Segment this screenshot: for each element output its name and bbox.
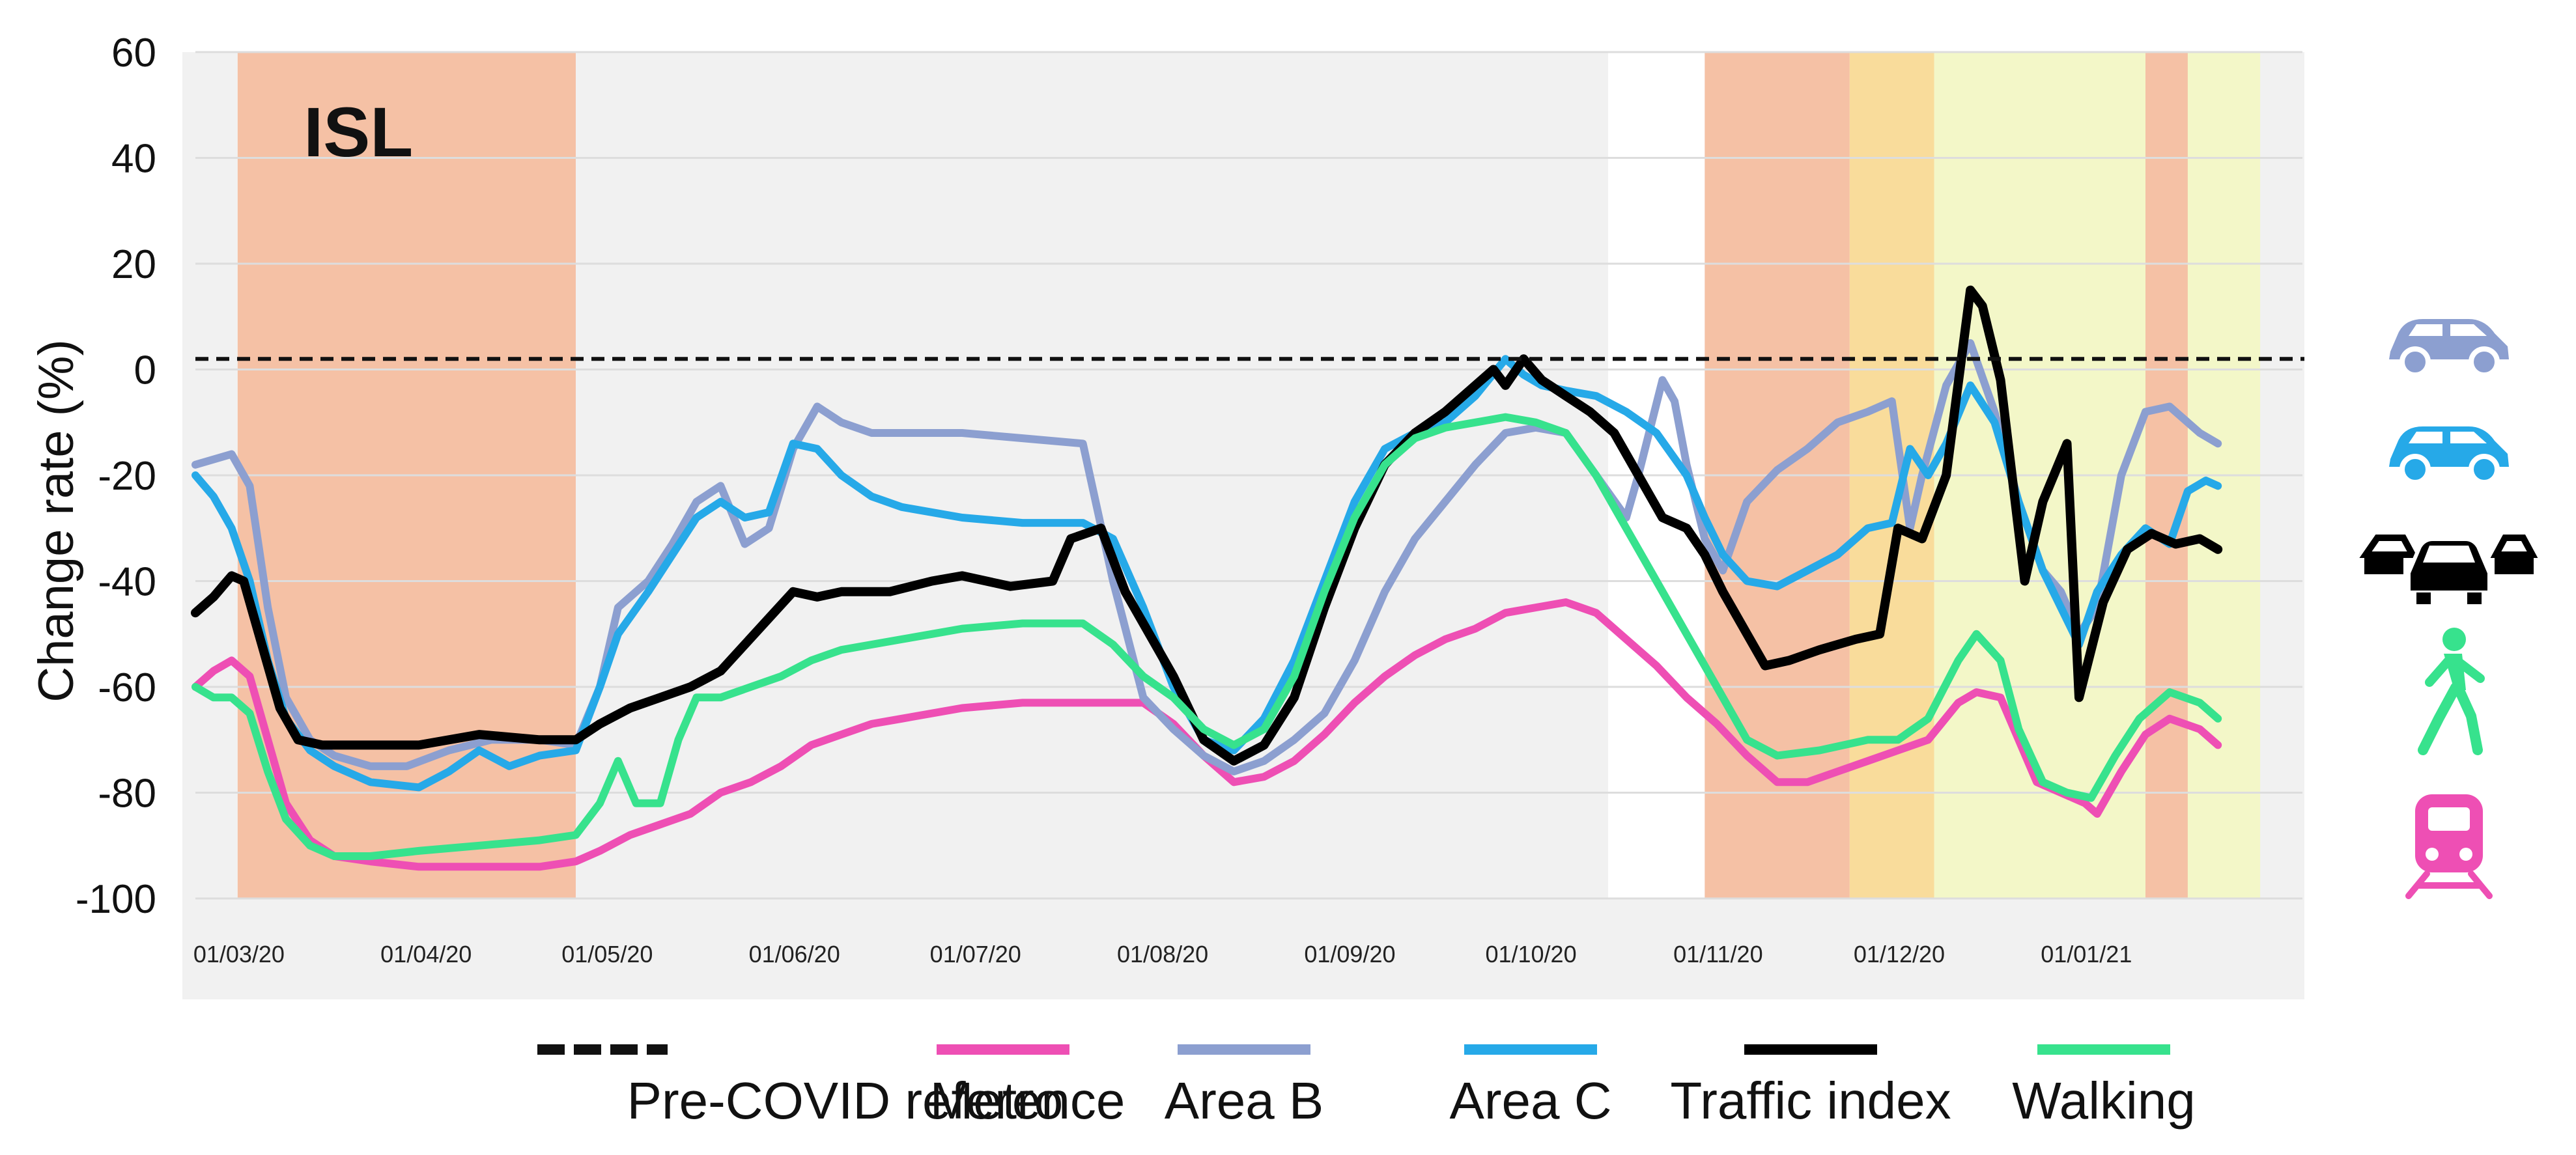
legend-label: Walking: [2012, 1072, 2196, 1130]
x-tick-label: 01/12/20: [1854, 941, 1945, 967]
isl-annotation: ISL: [304, 92, 413, 171]
train-icon: [2405, 794, 2493, 899]
car-icon: [2389, 426, 2509, 485]
car-windows: [2409, 432, 2487, 443]
y-tick-label: 40: [111, 137, 156, 182]
x-tick-label: 01/10/20: [1485, 941, 1576, 967]
walker-legs: [2418, 682, 2483, 755]
front-car-wheel: [2467, 592, 2482, 604]
walking-person-icon: [2418, 628, 2485, 755]
y-axis-label: Change rate (%): [29, 339, 84, 703]
train-window: [2428, 807, 2470, 831]
y-axis-ticks: 60 40 20 0 -20 -40 -60 -80 -100: [76, 31, 156, 922]
walker-arms: [2425, 657, 2485, 687]
legend-label: Area B: [1165, 1072, 1324, 1130]
x-tick-label: 01/11/20: [1673, 941, 1762, 967]
car-windows: [2409, 324, 2487, 336]
walker-head: [2442, 628, 2466, 651]
x-tick-label: 01/07/20: [930, 941, 1021, 967]
gridlines: [195, 51, 2302, 900]
front-car-wheel: [2416, 592, 2431, 604]
x-tick-label: 01/05/20: [561, 941, 653, 967]
x-tick-label: 01/08/20: [1117, 941, 1208, 967]
x-axis-ticks: 01/03/20 01/04/20 01/05/20 01/06/20 01/07/20…: [193, 941, 2132, 967]
series-lines: [191, 285, 2223, 871]
legend-label: Area C: [1450, 1072, 1612, 1130]
legend-label: Traffic index: [1670, 1072, 1951, 1130]
train-light: [2459, 848, 2472, 861]
car-wheel: [2399, 454, 2431, 485]
x-tick-label: 01/01/21: [2041, 941, 2132, 967]
front-car-window: [2423, 546, 2475, 563]
side-car-body: [2495, 555, 2534, 574]
y-tick-label: -20: [98, 454, 156, 499]
car-wheel: [2469, 346, 2500, 378]
y-tick-label: 60: [111, 31, 156, 76]
car-wheel: [2469, 454, 2500, 485]
y-tick-label: -100: [76, 877, 156, 922]
x-tick-label: 01/06/20: [749, 941, 840, 967]
train-rails: [2405, 870, 2493, 899]
x-tick-label: 01/03/20: [193, 941, 285, 967]
train-body: [2415, 794, 2483, 872]
legend-label: Metro: [930, 1072, 1064, 1130]
train-light: [2426, 848, 2439, 861]
traffic-icon: [2359, 535, 2538, 604]
y-tick-label: -60: [98, 665, 156, 710]
series-icons: [2359, 319, 2538, 899]
y-tick-label: 0: [134, 348, 156, 393]
y-tick-label: -80: [98, 772, 156, 816]
car-icon: [2389, 319, 2509, 378]
y-tick-label: 20: [111, 242, 156, 287]
series-line-metro: [191, 598, 2222, 871]
side-car-body: [2364, 555, 2403, 574]
x-tick-label: 01/04/20: [380, 941, 472, 967]
y-tick-label: -40: [98, 560, 156, 605]
car-wheel: [2399, 346, 2431, 378]
x-tick-label: 01/09/20: [1304, 941, 1395, 967]
series-line-traffic-index: [191, 285, 2223, 766]
series-line-walking: [191, 413, 2222, 860]
legend-label: Pre-COVID reference: [627, 1072, 1125, 1130]
